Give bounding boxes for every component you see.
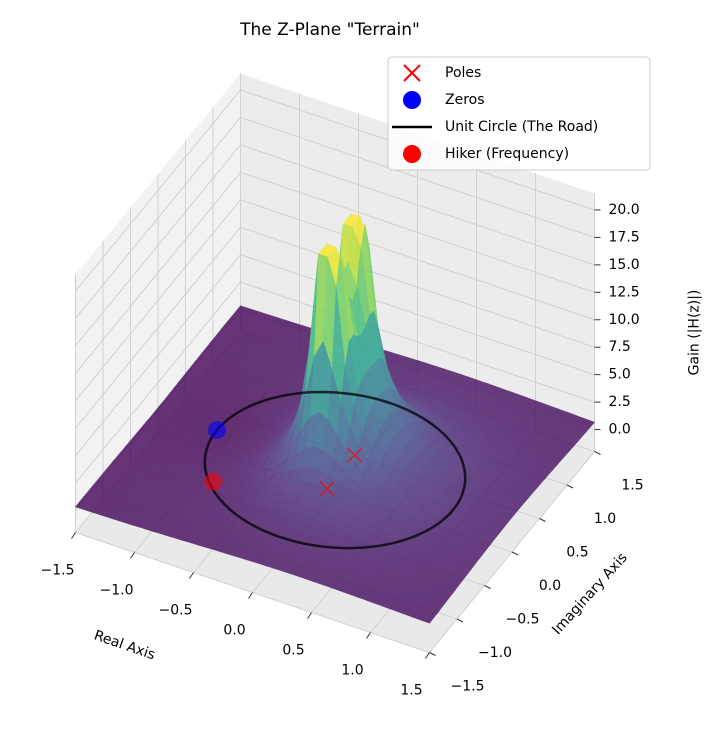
y-tick-label: 1.0 xyxy=(594,511,616,527)
z-tick-label: 5.0 xyxy=(609,367,631,383)
legend-label: Zeros xyxy=(445,92,485,108)
y-tick-label: 1.5 xyxy=(621,478,643,494)
grid-line xyxy=(75,254,241,456)
tick-mark xyxy=(511,551,519,556)
legend-label: Unit Circle (The Road) xyxy=(445,119,598,135)
legend: Poles Zeros Unit Circle (The Road) Hiker (F… xyxy=(387,56,651,171)
legend-marker xyxy=(403,91,421,109)
pole-marker xyxy=(319,481,335,497)
z-tick-label: 7.5 xyxy=(609,339,631,355)
y-axis-label: Imaginary Axis xyxy=(549,550,631,638)
y-tick-label: 0.0 xyxy=(539,578,561,594)
x-axis-label: Real Axis xyxy=(92,628,157,664)
hiker-marker xyxy=(204,472,223,491)
grid-line xyxy=(240,171,595,293)
grid-line xyxy=(75,117,241,319)
tick-mark xyxy=(366,632,371,639)
tick-mark xyxy=(539,518,546,522)
tick-mark xyxy=(594,451,601,455)
z-tick-label: 17.5 xyxy=(609,229,640,245)
tick-mark xyxy=(307,612,312,619)
grid-line xyxy=(240,281,595,403)
x-tick-label: 1.5 xyxy=(400,683,422,699)
tick-mark xyxy=(484,585,491,589)
grid-line xyxy=(240,226,595,348)
grid-line xyxy=(75,171,241,374)
tick-mark xyxy=(425,652,430,659)
grid-line xyxy=(75,281,241,484)
legend-box xyxy=(387,56,651,171)
zero-marker xyxy=(208,421,226,440)
y-tick-label: −1.0 xyxy=(478,645,512,661)
tick-mark xyxy=(71,532,76,539)
grid-line xyxy=(75,199,241,402)
tick-mark xyxy=(429,652,436,656)
z-tick-label: 0.0 xyxy=(609,422,631,438)
tick-mark xyxy=(189,572,194,579)
legend-label: Hiker (Frequency) xyxy=(445,146,569,162)
x-tick-label: 1.0 xyxy=(341,663,363,679)
tick-mark xyxy=(456,618,464,623)
grid-line xyxy=(75,144,241,347)
grid-line xyxy=(240,254,595,376)
tick-mark xyxy=(248,592,253,599)
x-tick-label: 0.5 xyxy=(282,643,304,659)
grid-line xyxy=(75,89,241,292)
grid-line xyxy=(240,144,595,266)
surface xyxy=(74,212,596,624)
tick-mark xyxy=(566,484,574,489)
x-tick-label: −0.5 xyxy=(159,603,193,619)
grid-line xyxy=(240,116,595,238)
z-tick-label: 10.0 xyxy=(609,312,640,328)
grid-line xyxy=(240,199,595,321)
legend-marker xyxy=(403,64,421,82)
y-tick-label: 0.5 xyxy=(566,545,588,561)
legend-marker xyxy=(403,145,421,163)
tick-mark xyxy=(130,552,135,559)
z-tick-label: 15.0 xyxy=(609,257,640,273)
y-tick-label: −0.5 xyxy=(506,612,540,628)
x-tick-label: 0.0 xyxy=(223,623,245,639)
z-axis-label: Gain (|H(z)|) xyxy=(687,290,703,376)
z-tick-label: 12.5 xyxy=(609,284,640,300)
pole-marker xyxy=(347,447,363,463)
surface-patch xyxy=(420,614,435,624)
legend-label: Poles xyxy=(445,65,481,81)
x-tick-label: −1.0 xyxy=(100,583,134,599)
x-tick-label: −1.5 xyxy=(41,563,75,579)
z-tick-label: 2.5 xyxy=(609,394,631,410)
chart-title: The Z-Plane "Terrain" xyxy=(239,20,420,40)
z-tick-label: 20.0 xyxy=(609,202,640,218)
grid-line xyxy=(75,226,241,429)
y-tick-label: −1.5 xyxy=(451,679,485,695)
